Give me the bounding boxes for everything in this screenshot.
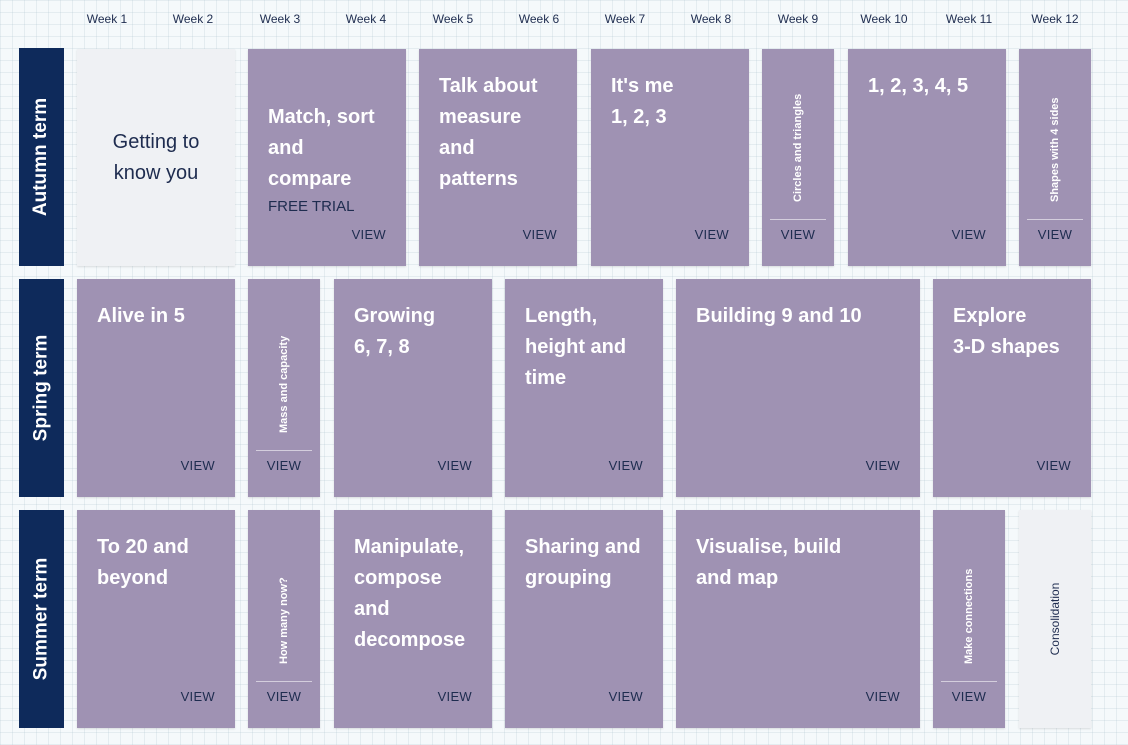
view-link[interactable]: VIEW [951,689,987,704]
card-title-text: Make connections [963,568,975,664]
view-link[interactable]: VIEW [266,458,302,473]
week-header-2: Week 2 [172,12,214,26]
week-header-3: Week 3 [259,12,301,26]
view-link[interactable]: VIEW [351,227,386,242]
card-title: It's me 1, 2, 3 [611,75,674,128]
card-to-20-and-beyond[interactable]: To 20 and beyond VIEW [77,510,235,728]
card-title: Sharing and grouping [525,536,641,589]
card-title: Alive in 5 [97,305,185,327]
card-sharing-grouping[interactable]: Sharing and grouping VIEW [505,510,663,728]
card-title-text: Circles and triangles [792,93,804,202]
week-header-9: Week 9 [777,12,819,26]
view-link[interactable]: VIEW [522,227,557,242]
card-title-text: How many now? [278,577,290,664]
view-link[interactable]: VIEW [951,227,986,242]
view-link[interactable]: VIEW [437,689,472,704]
view-link[interactable]: VIEW [1037,227,1073,242]
divider [1027,219,1083,220]
card-title: 1, 2, 3, 4, 5 [868,75,969,97]
card-mass-capacity[interactable]: Mass and capacity VIEW [248,279,320,497]
card-visualise-build-map[interactable]: Visualise, build and map VIEW [676,510,920,728]
week-header-7: Week 7 [604,12,646,26]
week-header-1: Week 1 [86,12,128,26]
card-match-sort-compare[interactable]: Match, sort and compare FREE TRIAL VIEW [248,49,406,266]
view-link[interactable]: VIEW [608,689,643,704]
card-title: Growing 6, 7, 8 [354,305,436,358]
view-link[interactable]: VIEW [608,458,643,473]
card-title: Match, sort and compare FREE TRIAL [268,71,394,248]
view-link[interactable]: VIEW [180,689,215,704]
card-how-many-now[interactable]: How many now? VIEW [248,510,320,728]
term-label-summer: Summer term [19,510,64,728]
card-make-connections[interactable]: Make connections VIEW [933,510,1005,728]
card-consolidation: Consolidation [1019,510,1091,728]
card-title: Manipulate, compose and decompose [354,536,466,651]
view-link[interactable]: VIEW [780,227,816,242]
card-title: To 20 and beyond [97,536,189,589]
divider [770,219,826,220]
divider [941,681,997,682]
card-alive-in-5[interactable]: Alive in 5 VIEW [77,279,235,497]
card-title: Getting to know you [112,130,200,184]
view-link[interactable]: VIEW [1036,458,1071,473]
week-header-8: Week 8 [690,12,732,26]
card-building-9-10[interactable]: Building 9 and 10 VIEW [676,279,920,497]
card-talk-about-measure[interactable]: Talk about measure and patterns VIEW [419,49,577,266]
card-manipulate-compose[interactable]: Manipulate, compose and decompose VIEW [334,510,492,728]
card-1-to-5[interactable]: 1, 2, 3, 4, 5 VIEW [848,49,1006,266]
card-circles-triangles[interactable]: Circles and triangles VIEW [762,49,834,266]
view-link[interactable]: VIEW [865,458,900,473]
week-header-5: Week 5 [432,12,474,26]
card-title-text: Mass and capacity [278,335,290,433]
card-growing-678[interactable]: Growing 6, 7, 8 VIEW [334,279,492,497]
card-title: Visualise, build and map [696,536,842,589]
card-length-height-time[interactable]: Length, height and time VIEW [505,279,663,497]
card-explore-3d-shapes[interactable]: Explore 3-D shapes VIEW [933,279,1091,497]
view-link[interactable]: VIEW [180,458,215,473]
card-title: Building 9 and 10 [696,305,862,327]
term-label-spring: Spring term [19,279,64,497]
week-header-6: Week 6 [518,12,560,26]
term-label-summer-text: Summer term [30,557,52,681]
divider [256,681,312,682]
divider [256,450,312,451]
term-label-spring-text: Spring term [30,334,52,442]
card-getting-to-know-you: Getting to know you [77,49,235,266]
term-label-autumn-text: Autumn term [30,97,52,217]
term-label-autumn: Autumn term [19,48,64,266]
card-title: Explore 3-D shapes [953,305,1060,358]
view-link[interactable]: VIEW [694,227,729,242]
week-header-12: Week 12 [1031,12,1079,26]
free-trial-label: FREE TRIAL [268,198,355,215]
card-title-text: Consolidation [1048,582,1062,656]
card-title-text: Match, sort and compare [268,106,375,190]
view-link[interactable]: VIEW [437,458,472,473]
card-title-text: Shapes with 4 sides [1049,97,1061,202]
card-its-me-123[interactable]: It's me 1, 2, 3 VIEW [591,49,749,266]
view-link[interactable]: VIEW [865,689,900,704]
week-header-10: Week 10 [860,12,908,26]
week-header-4: Week 4 [345,12,387,26]
card-title: Talk about measure and patterns [439,75,538,190]
card-shapes-4-sides[interactable]: Shapes with 4 sides VIEW [1019,49,1091,266]
card-title: Length, height and time [525,305,627,389]
week-header-11: Week 11 [945,12,993,26]
view-link[interactable]: VIEW [266,689,302,704]
